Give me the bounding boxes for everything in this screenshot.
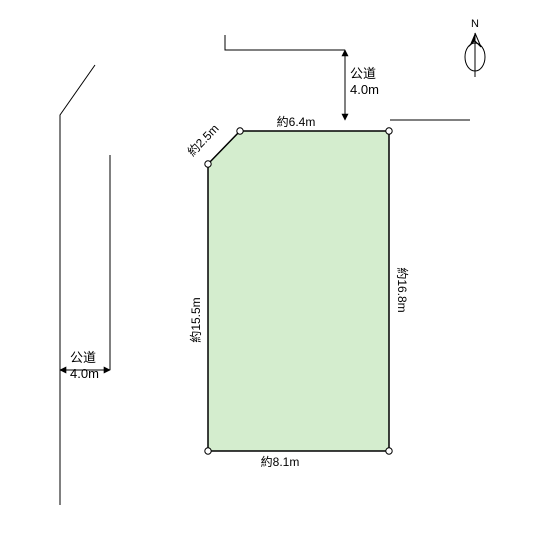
vertex-marker [237, 128, 243, 134]
road-width: 4.0m [70, 366, 99, 381]
edge-label: 約6.4m [277, 114, 316, 129]
vertex-marker [386, 128, 392, 134]
vertex-marker [205, 448, 211, 454]
road-label: 公道 [350, 66, 376, 81]
edge-label: 約15.5m [188, 297, 203, 342]
road-label: 公道 [70, 350, 96, 365]
context-line [60, 65, 95, 505]
vertex-marker [205, 161, 211, 167]
edge-label: 約8.1m [261, 454, 300, 469]
compass-icon: N [465, 18, 485, 77]
compass-n: N [471, 18, 479, 30]
edge-label: 約2.5m [184, 121, 222, 159]
lot-polygon [208, 131, 389, 451]
vertex-marker [386, 448, 392, 454]
edge-label: 約16.8m [395, 267, 410, 312]
road-width: 4.0m [350, 82, 379, 97]
context-line [225, 35, 345, 50]
